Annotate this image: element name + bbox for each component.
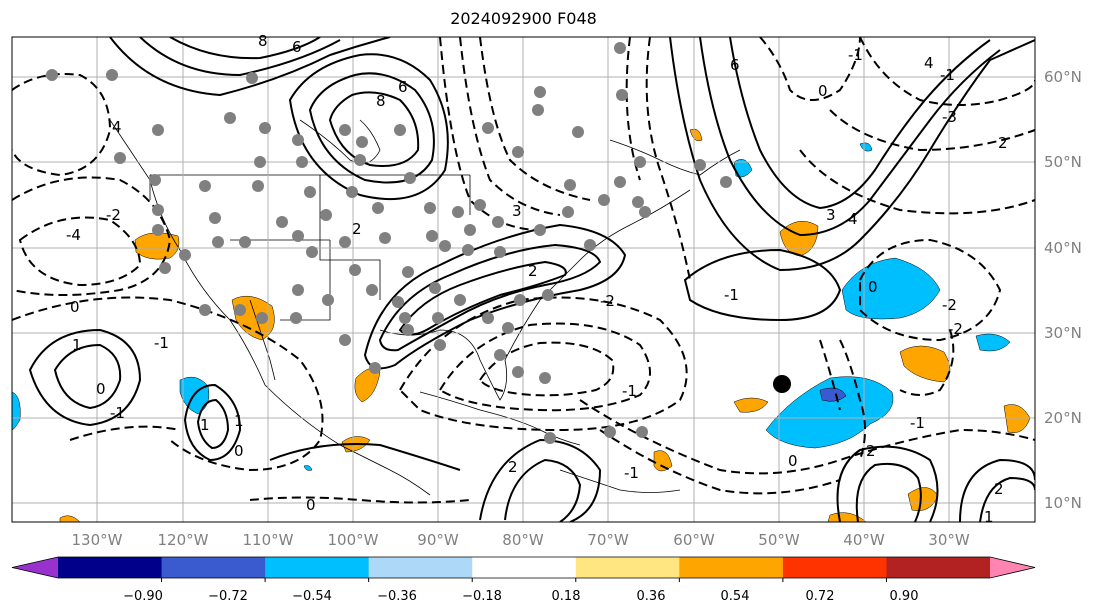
colorbar-segment: [58, 557, 163, 578]
lon-label: 60°W: [673, 531, 715, 549]
colorbar-extend-max: [990, 557, 1035, 578]
gridlines: [12, 37, 1035, 522]
colorbar-tick-label: 0.36: [637, 589, 666, 604]
contour-label: 2: [352, 220, 362, 238]
contour-label: 1: [72, 336, 82, 354]
solid-contours: [28, 37, 1035, 522]
colorbar-segment: [161, 557, 266, 578]
contour-label: 6: [292, 38, 302, 56]
lat-label: 10°N: [1044, 494, 1082, 512]
lon-label: 100°W: [328, 531, 379, 549]
colorbar-tick-label: −0.36: [377, 589, 417, 604]
contour-label: -2: [948, 320, 963, 338]
colorbar-extend-min: [12, 557, 58, 578]
longitude-labels: 130°W 120°W 110°W 100°W 90°W 80°W 70°W 6…: [72, 531, 970, 549]
colorbar: −0.90 −0.72 −0.54 −0.36 −0.18 0.18 0.36 …: [11, 556, 1036, 604]
contour-label: 2: [866, 442, 876, 460]
lon-label: 90°W: [417, 531, 459, 549]
shaded-regions: [12, 128, 1031, 522]
contour-label: 1: [200, 416, 210, 434]
contour-label: -1: [724, 286, 739, 304]
contour-label: -2: [106, 206, 121, 224]
contour-label: 0: [306, 496, 316, 514]
contour-label: 3: [512, 202, 522, 220]
contour-label: 6: [398, 78, 408, 96]
contour-label: 2: [998, 134, 1008, 152]
contour-label: 4: [848, 210, 858, 228]
colorbar-tick-label: −0.90: [123, 589, 163, 604]
storm-marker: [773, 375, 791, 393]
colorbar-segment: [265, 557, 370, 578]
lon-label: 70°W: [587, 531, 629, 549]
lon-label: 120°W: [158, 531, 209, 549]
lat-label: 60°N: [1044, 68, 1082, 86]
contour-label: -3: [942, 108, 957, 126]
contour-label: -1: [910, 414, 925, 432]
colorbar-tick-label: −0.54: [292, 589, 332, 604]
contour-label: -1: [940, 66, 955, 84]
lon-label: 110°W: [243, 531, 294, 549]
colorbar-segment: [886, 557, 991, 578]
colorbar-segment: [368, 557, 473, 578]
contour-label: -1: [154, 334, 169, 352]
colorbar-outline: [11, 556, 1036, 579]
contour-label: 0: [70, 298, 80, 316]
contour-label: -1: [848, 46, 863, 64]
colorbar-tick-label: 0.90: [890, 589, 919, 604]
contour-label: 4: [112, 118, 122, 136]
contour-label: 0: [818, 82, 828, 100]
contour-label: -1: [110, 404, 125, 422]
colorbar-tick-label: 0.54: [721, 589, 750, 604]
colorbar-tick-label: −0.18: [462, 589, 502, 604]
lon-label: 50°W: [758, 531, 800, 549]
contour-label: 8: [376, 92, 386, 110]
contour-label: -2: [600, 292, 615, 310]
contour-label: -2: [942, 296, 957, 314]
contour-label: 2: [508, 458, 518, 476]
colorbar-tick-label: 0.18: [552, 589, 581, 604]
contour-labels: 8 6 8 6 6 4 2 0 -1 -3 -4 -2 0 1 2 3 4 -1…: [66, 32, 1008, 526]
contour-label: 0: [868, 278, 878, 296]
lon-label: 30°W: [928, 531, 970, 549]
contour-label: 2: [994, 480, 1004, 498]
contour-label: 3: [826, 206, 836, 224]
contour-label: 4: [924, 54, 934, 72]
lat-label: 20°N: [1044, 409, 1082, 427]
map-title: 2024092900 F048: [450, 9, 597, 28]
contour-label: 2: [528, 262, 538, 280]
contour-label: 8: [258, 32, 268, 50]
colorbar-segment: [575, 557, 680, 578]
map-frame: [11, 36, 1036, 523]
colorbar-segment: [782, 557, 887, 578]
lon-label: 40°W: [843, 531, 885, 549]
contour-label: 0: [234, 442, 244, 460]
contour-label: 6: [730, 56, 740, 74]
colorbar-tick-label: −0.72: [208, 589, 248, 604]
contour-label: 0: [788, 452, 798, 470]
contour-label: 0: [96, 380, 106, 398]
lat-label: 40°N: [1044, 239, 1082, 257]
contour-label: -1: [624, 464, 639, 482]
contour-label: -1: [622, 382, 637, 400]
colorbar-segment: [472, 557, 577, 578]
lon-label: 80°W: [502, 531, 544, 549]
station-markers: [46, 42, 732, 444]
lon-label: 130°W: [72, 531, 123, 549]
contour-label: 1: [234, 412, 244, 430]
lat-label: 50°N: [1044, 153, 1082, 171]
lat-label: 30°N: [1044, 324, 1082, 342]
contour-label: -4: [66, 226, 81, 244]
contour-label: 1: [984, 508, 994, 526]
colorbar-tick-label: 0.72: [806, 589, 835, 604]
colorbar-segment: [679, 557, 784, 578]
latitude-labels: 60°N 50°N 40°N 30°N 20°N 10°N: [1044, 68, 1082, 512]
